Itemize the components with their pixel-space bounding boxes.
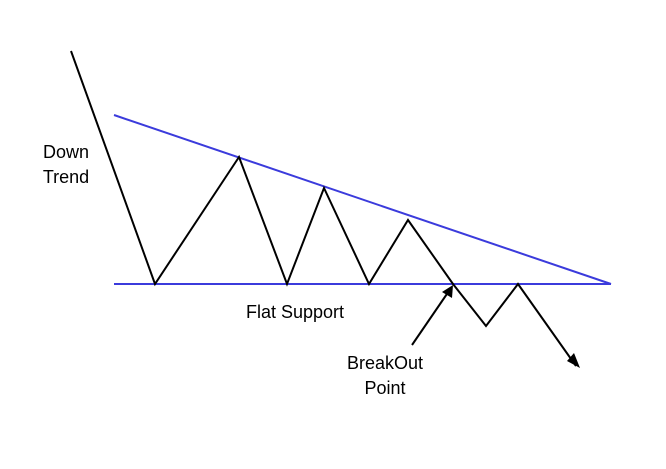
down-trend-label-line2: Trend — [43, 167, 89, 187]
down-trend-label-line1: Down — [43, 142, 89, 162]
breakout-pointer-arrow — [411, 287, 452, 346]
breakout-arrowhead-icon — [442, 285, 453, 298]
flat-support-label: Flat Support — [246, 302, 344, 322]
price-zigzag-path — [70, 50, 577, 367]
price-arrowhead-icon — [567, 353, 580, 368]
descending-resistance-line — [113, 114, 612, 285]
breakout-label-line2: Point — [364, 378, 405, 398]
breakout-label-line1: BreakOut — [347, 353, 423, 373]
